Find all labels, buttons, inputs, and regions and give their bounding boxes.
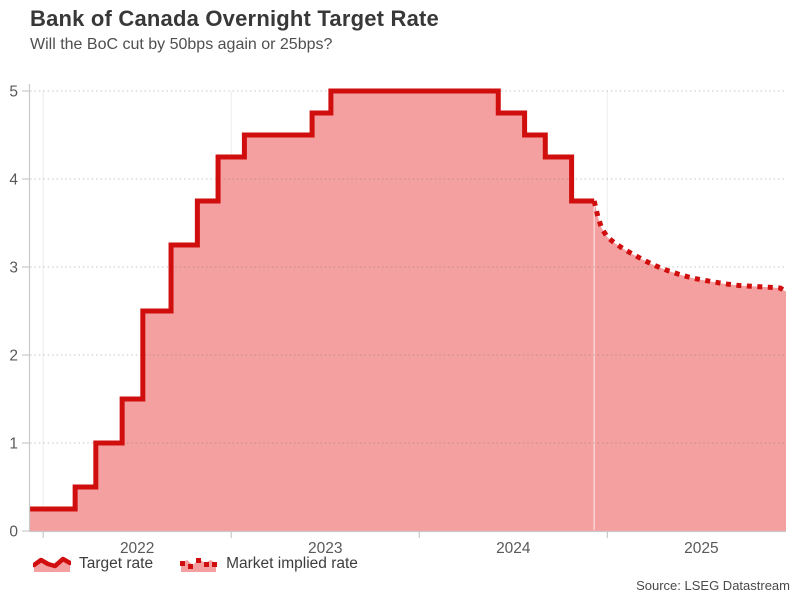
page-title: Bank of Canada Overnight Target Rate [30, 6, 439, 31]
market-implied-line [591, 200, 788, 294]
y-tick-label: 2 [9, 348, 18, 365]
legend-item-target-rate: Target rate [33, 555, 153, 573]
legend-item-market-implied: Market implied rate [180, 555, 358, 573]
y-tick-label: 1 [9, 436, 18, 453]
page-subtitle: Will the BoC cut by 50bps again or 25bps… [30, 36, 333, 53]
legend-label-target-rate: Target rate [79, 555, 154, 572]
y-tick-label: 3 [9, 260, 18, 277]
y-tick-label: 0 [9, 524, 18, 541]
legend: Target rate Market implied rate [33, 555, 358, 573]
x-tick-label: 2022 [120, 540, 154, 557]
legend-label-market-implied: Market implied rate [226, 555, 358, 572]
x-tick-label: 2023 [308, 540, 342, 557]
target-rate-line [30, 88, 595, 512]
y-tick-label: 4 [9, 172, 18, 189]
market-implied-dotted-icon [180, 558, 218, 572]
x-tick-label: 2024 [496, 540, 531, 557]
x-tick-label: 2025 [684, 540, 718, 557]
y-tick-label: 5 [9, 84, 18, 101]
target-rate-line-icon [33, 556, 71, 572]
source-text: Source: LSEG Datastream [636, 578, 790, 593]
